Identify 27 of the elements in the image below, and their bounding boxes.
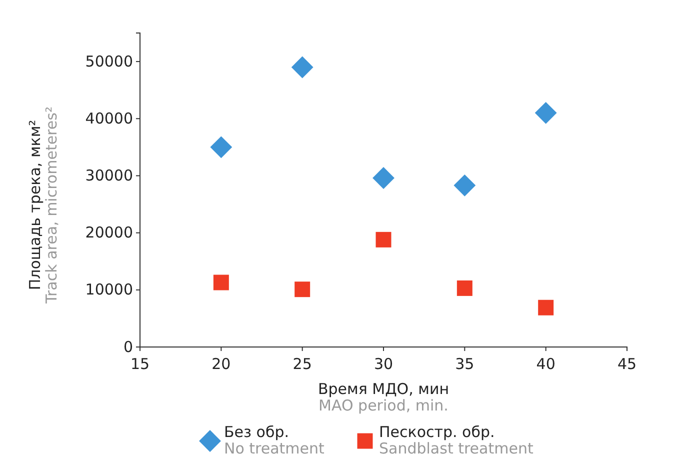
y-axis-title: Площадь трека, мкм² Track area, micrometeres² [26,106,60,304]
x-tick-label: 15 [130,355,150,373]
point [372,167,394,189]
legend-label: Без обр. No treatment [224,423,325,458]
point [534,102,557,124]
legend-label: Пескостр. обр. Sandblast treatment [379,423,534,458]
x-tick-label: 45 [617,355,637,373]
y-tick-label: 10000 [85,280,133,299]
point [210,136,232,158]
x-tick-label: 35 [455,355,474,373]
y-tick-label: 20000 [85,224,133,242]
point [454,174,476,196]
point [213,274,229,290]
point [376,232,392,248]
x-tick-label: 30 [374,355,394,373]
x-axis-title: Время МДО, мин MAO period, min. [318,380,450,414]
point [456,280,472,296]
y-tick-label: 50000 [85,52,133,70]
x-tick-label: 40 [536,355,556,373]
x-tick-label: 25 [292,355,312,373]
y-tick-label: 0 [123,338,133,356]
x-tick-label: 20 [212,355,231,373]
y-tick-label: 30000 [85,166,133,185]
point [294,282,310,298]
y-tick-label: 40000 [85,109,133,128]
point [538,300,554,316]
point [291,56,314,78]
